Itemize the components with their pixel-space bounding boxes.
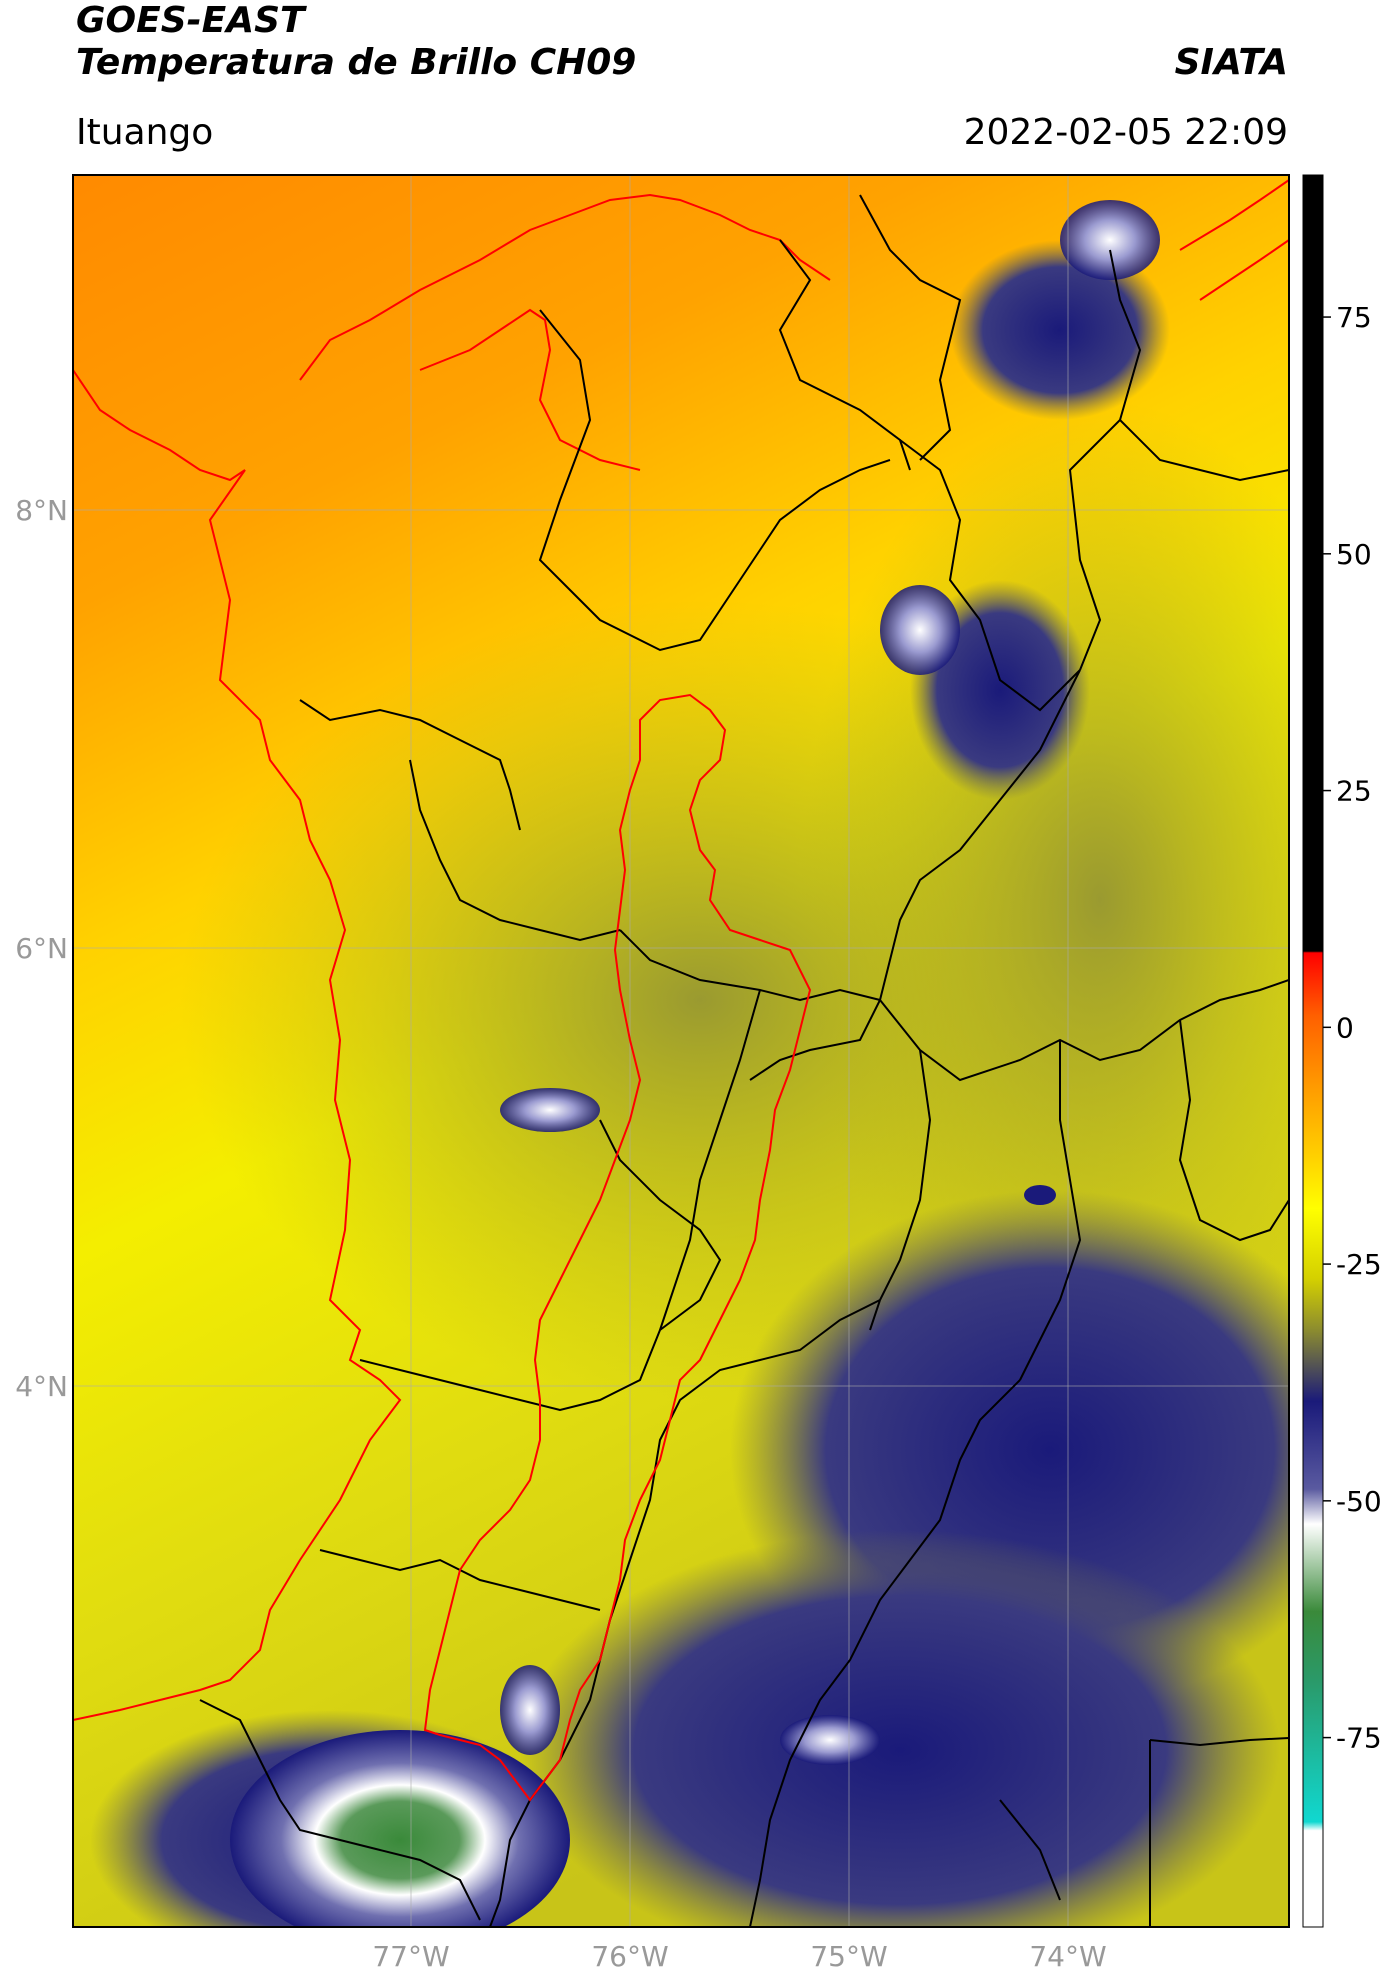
lat-label-4n: 4°N <box>15 1370 68 1403</box>
colorbar <box>1302 174 1324 1928</box>
satellite-title: GOES-EAST <box>76 0 305 41</box>
colorbar-tick-label: 0 <box>1336 1011 1354 1044</box>
brightness-temperature-field <box>73 175 1289 1927</box>
organization-label: SIATA <box>1174 42 1288 83</box>
graticule <box>73 175 1289 1927</box>
lon-label-77w: 77°W <box>372 1940 449 1973</box>
lon-label-75w: 75°W <box>810 1940 887 1973</box>
colorbar-tick-label: -25 <box>1336 1248 1382 1281</box>
colorbar-ticks: 75 50 25 0 -25 -50 -75 <box>1323 301 1382 1755</box>
ituango-basin-outline <box>423 693 812 1802</box>
region-label: Ituango <box>76 112 214 153</box>
lon-label-74w: 74°W <box>1029 1940 1106 1973</box>
coastline <box>73 179 1289 1721</box>
timestamp-label: 2022-02-05 22:09 <box>963 112 1288 153</box>
colorbar-tick-label: -50 <box>1336 1485 1382 1518</box>
colorbar-tick-label: -75 <box>1336 1722 1382 1755</box>
colorbar-tick-label: 25 <box>1336 775 1372 808</box>
colorbar-tick-label: 75 <box>1336 301 1372 334</box>
lon-label-76w: 76°W <box>591 1940 668 1973</box>
department-borders <box>199 194 1289 1927</box>
map-frame <box>72 174 1290 1928</box>
lat-label-8n: 8°N <box>15 494 68 527</box>
lat-label-6n: 6°N <box>15 932 68 965</box>
product-title: Temperatura de Brillo CH09 <box>76 42 637 83</box>
colorbar-tick-label: 50 <box>1336 538 1372 571</box>
